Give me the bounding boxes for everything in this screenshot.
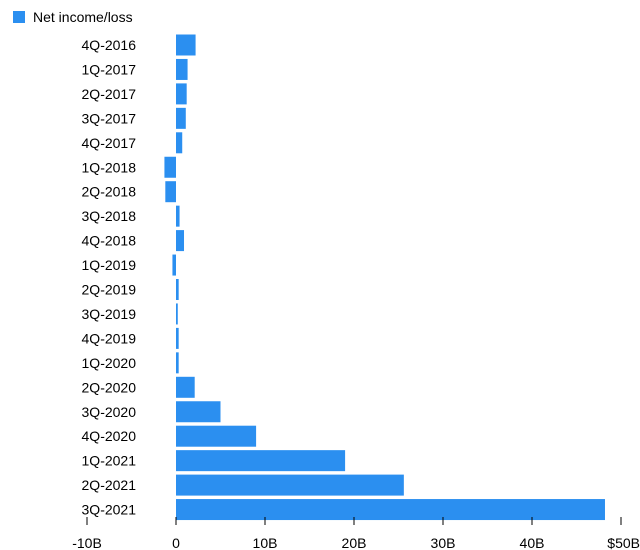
category-label-3Q-2017: 3Q-2017 [82,110,137,126]
bar-3Q-2021 [176,499,605,521]
category-label-4Q-2018: 4Q-2018 [82,233,137,249]
bar-2Q-2017 [176,83,187,105]
category-label-3Q-2019: 3Q-2019 [82,306,137,322]
bar-4Q-2020 [176,425,257,447]
bar-3Q-2019 [176,303,178,325]
bar-1Q-2017 [176,58,188,80]
category-label-2Q-2020: 2Q-2020 [82,379,137,395]
category-label-1Q-2021: 1Q-2021 [82,453,137,469]
bar-4Q-2019 [176,327,179,349]
category-label-4Q-2017: 4Q-2017 [82,135,137,151]
bar-1Q-2020 [176,352,179,374]
category-label-4Q-2020: 4Q-2020 [82,428,137,444]
legend-swatch [13,11,25,23]
bar-4Q-2018 [176,230,185,252]
bar-2Q-2018 [165,181,176,203]
x-tick-label: 10B [253,535,278,550]
x-tick-label: 0 [172,535,180,550]
category-label-1Q-2017: 1Q-2017 [82,61,137,77]
category-label-3Q-2020: 3Q-2020 [82,404,137,420]
bar-4Q-2017 [176,132,183,154]
bar-2Q-2019 [176,279,179,300]
bar-1Q-2019 [172,254,176,276]
legend: Net income/loss [13,9,133,25]
category-label-1Q-2020: 1Q-2020 [82,355,137,371]
category-label-3Q-2021: 3Q-2021 [82,502,137,518]
legend-label: Net income/loss [33,9,133,25]
bar-4Q-2016 [176,34,196,56]
category-label-2Q-2017: 2Q-2017 [82,86,137,102]
x-tick-label: -10B [72,535,102,550]
bar-1Q-2018 [164,156,176,178]
category-label-2Q-2018: 2Q-2018 [82,184,137,200]
bar-2Q-2021 [176,474,404,496]
x-tick-label: $50B [607,535,640,550]
category-label-4Q-2016: 4Q-2016 [82,37,137,53]
category-label-2Q-2021: 2Q-2021 [82,477,137,493]
x-tick-label: 30B [431,535,456,550]
x-tick-label: 40B [520,535,545,550]
bar-2Q-2020 [176,376,195,398]
bar-1Q-2021 [176,450,346,472]
category-label-2Q-2019: 2Q-2019 [82,282,137,298]
category-label-3Q-2018: 3Q-2018 [82,208,137,224]
bar-3Q-2017 [176,107,186,129]
category-label-1Q-2018: 1Q-2018 [82,159,137,175]
bar-3Q-2020 [176,401,221,423]
x-tick-label: 20B [342,535,367,550]
category-label-4Q-2019: 4Q-2019 [82,330,137,346]
bar-3Q-2018 [176,205,180,227]
category-label-1Q-2019: 1Q-2019 [82,257,137,273]
